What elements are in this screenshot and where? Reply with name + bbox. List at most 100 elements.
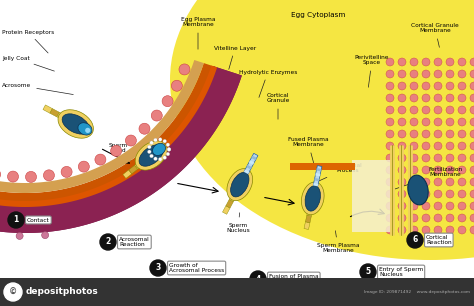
Circle shape xyxy=(150,154,154,158)
Circle shape xyxy=(458,82,466,90)
Circle shape xyxy=(398,214,406,222)
Circle shape xyxy=(458,70,466,78)
Polygon shape xyxy=(135,161,144,169)
Circle shape xyxy=(422,166,430,174)
Circle shape xyxy=(163,156,166,159)
Circle shape xyxy=(422,82,430,90)
Polygon shape xyxy=(244,170,249,174)
Circle shape xyxy=(95,154,106,165)
Circle shape xyxy=(446,106,454,114)
Circle shape xyxy=(458,106,466,114)
Text: Image ID: 209871492    www.depositphotos.com: Image ID: 209871492 www.depositphotos.co… xyxy=(364,290,470,294)
Polygon shape xyxy=(315,173,320,176)
Polygon shape xyxy=(307,208,313,216)
Circle shape xyxy=(434,94,442,102)
Circle shape xyxy=(386,178,394,186)
Circle shape xyxy=(8,171,18,182)
Circle shape xyxy=(126,135,137,146)
Polygon shape xyxy=(313,183,318,186)
Polygon shape xyxy=(57,112,66,121)
Circle shape xyxy=(458,58,466,66)
Circle shape xyxy=(422,226,430,234)
Circle shape xyxy=(422,58,430,66)
Circle shape xyxy=(446,202,454,210)
Circle shape xyxy=(398,142,406,150)
Text: 3: 3 xyxy=(155,263,161,273)
Circle shape xyxy=(458,142,466,150)
Circle shape xyxy=(410,142,418,150)
Circle shape xyxy=(154,157,157,161)
Circle shape xyxy=(434,154,442,162)
Circle shape xyxy=(446,58,454,66)
Circle shape xyxy=(470,178,474,186)
Circle shape xyxy=(398,178,406,186)
Text: Fertilization
Membrane: Fertilization Membrane xyxy=(395,166,462,189)
Text: 2: 2 xyxy=(105,237,110,247)
Text: Fusion of Plasma
Membrane: Fusion of Plasma Membrane xyxy=(269,274,319,284)
Polygon shape xyxy=(129,165,138,174)
Circle shape xyxy=(150,141,154,144)
Circle shape xyxy=(162,96,173,107)
Circle shape xyxy=(446,142,454,150)
Text: 1: 1 xyxy=(13,215,18,225)
Circle shape xyxy=(166,152,170,156)
Polygon shape xyxy=(305,215,311,223)
Text: Entry of Sperm
Nucleus: Entry of Sperm Nucleus xyxy=(379,267,423,278)
Text: Cortical
Reaction: Cortical Reaction xyxy=(426,235,452,245)
Circle shape xyxy=(470,142,474,150)
Circle shape xyxy=(470,166,474,174)
Polygon shape xyxy=(226,200,233,208)
Circle shape xyxy=(26,171,36,182)
Circle shape xyxy=(434,142,442,150)
Text: Vitelline Layer: Vitelline Layer xyxy=(214,46,256,69)
Text: Acrosomal
Reaction: Acrosomal Reaction xyxy=(119,237,150,247)
Ellipse shape xyxy=(227,169,253,201)
Text: Contact: Contact xyxy=(27,218,50,222)
Circle shape xyxy=(16,233,23,239)
Circle shape xyxy=(386,166,394,174)
Text: ©: © xyxy=(9,288,17,297)
Circle shape xyxy=(422,154,430,162)
Circle shape xyxy=(434,70,442,78)
Circle shape xyxy=(158,158,162,161)
Ellipse shape xyxy=(135,141,167,170)
Circle shape xyxy=(434,58,442,66)
Circle shape xyxy=(386,202,394,210)
Circle shape xyxy=(166,143,170,147)
Ellipse shape xyxy=(78,123,92,135)
Polygon shape xyxy=(249,160,254,165)
Ellipse shape xyxy=(58,110,93,138)
Polygon shape xyxy=(316,168,321,171)
Circle shape xyxy=(470,226,474,234)
Circle shape xyxy=(470,130,474,138)
Circle shape xyxy=(458,166,466,174)
Circle shape xyxy=(422,142,430,150)
Circle shape xyxy=(147,150,151,154)
Circle shape xyxy=(410,70,418,78)
Circle shape xyxy=(386,142,394,150)
Polygon shape xyxy=(222,206,230,214)
Circle shape xyxy=(85,128,91,133)
Circle shape xyxy=(410,190,418,198)
Circle shape xyxy=(398,154,406,162)
Circle shape xyxy=(398,226,406,234)
Circle shape xyxy=(434,202,442,210)
Circle shape xyxy=(458,178,466,186)
Polygon shape xyxy=(308,202,314,209)
Circle shape xyxy=(158,138,162,141)
Circle shape xyxy=(167,147,171,151)
Circle shape xyxy=(470,154,474,162)
Ellipse shape xyxy=(305,186,320,211)
Circle shape xyxy=(44,170,55,181)
Circle shape xyxy=(179,64,190,75)
Polygon shape xyxy=(229,193,237,202)
Circle shape xyxy=(410,166,418,174)
Circle shape xyxy=(407,232,423,248)
Circle shape xyxy=(422,70,430,78)
Circle shape xyxy=(446,82,454,90)
Circle shape xyxy=(434,82,442,90)
Text: Acrosome: Acrosome xyxy=(2,83,73,95)
Text: Protein Receptors: Protein Receptors xyxy=(2,29,54,53)
Circle shape xyxy=(458,214,466,222)
Circle shape xyxy=(422,214,430,222)
